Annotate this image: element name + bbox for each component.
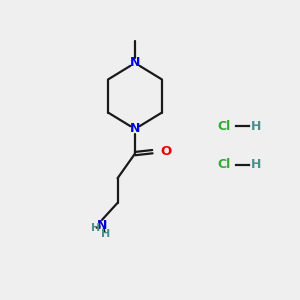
Text: H: H <box>101 229 110 239</box>
Text: H: H <box>250 119 261 133</box>
Text: Cl: Cl <box>217 158 230 172</box>
Text: N: N <box>130 122 140 136</box>
Text: O: O <box>161 145 172 158</box>
Text: Cl: Cl <box>217 119 230 133</box>
Text: H: H <box>91 223 100 233</box>
Text: N: N <box>97 219 107 232</box>
Text: H: H <box>250 158 261 172</box>
Text: N: N <box>130 56 140 70</box>
